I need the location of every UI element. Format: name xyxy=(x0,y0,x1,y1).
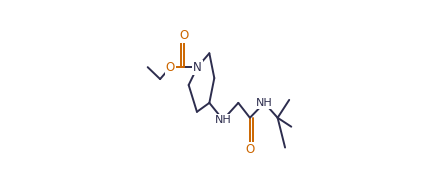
Text: NH: NH xyxy=(215,115,231,125)
Text: NH: NH xyxy=(256,98,273,108)
Text: O: O xyxy=(179,29,188,42)
Text: O: O xyxy=(166,61,175,74)
Text: N: N xyxy=(193,61,202,74)
Text: O: O xyxy=(245,143,254,156)
